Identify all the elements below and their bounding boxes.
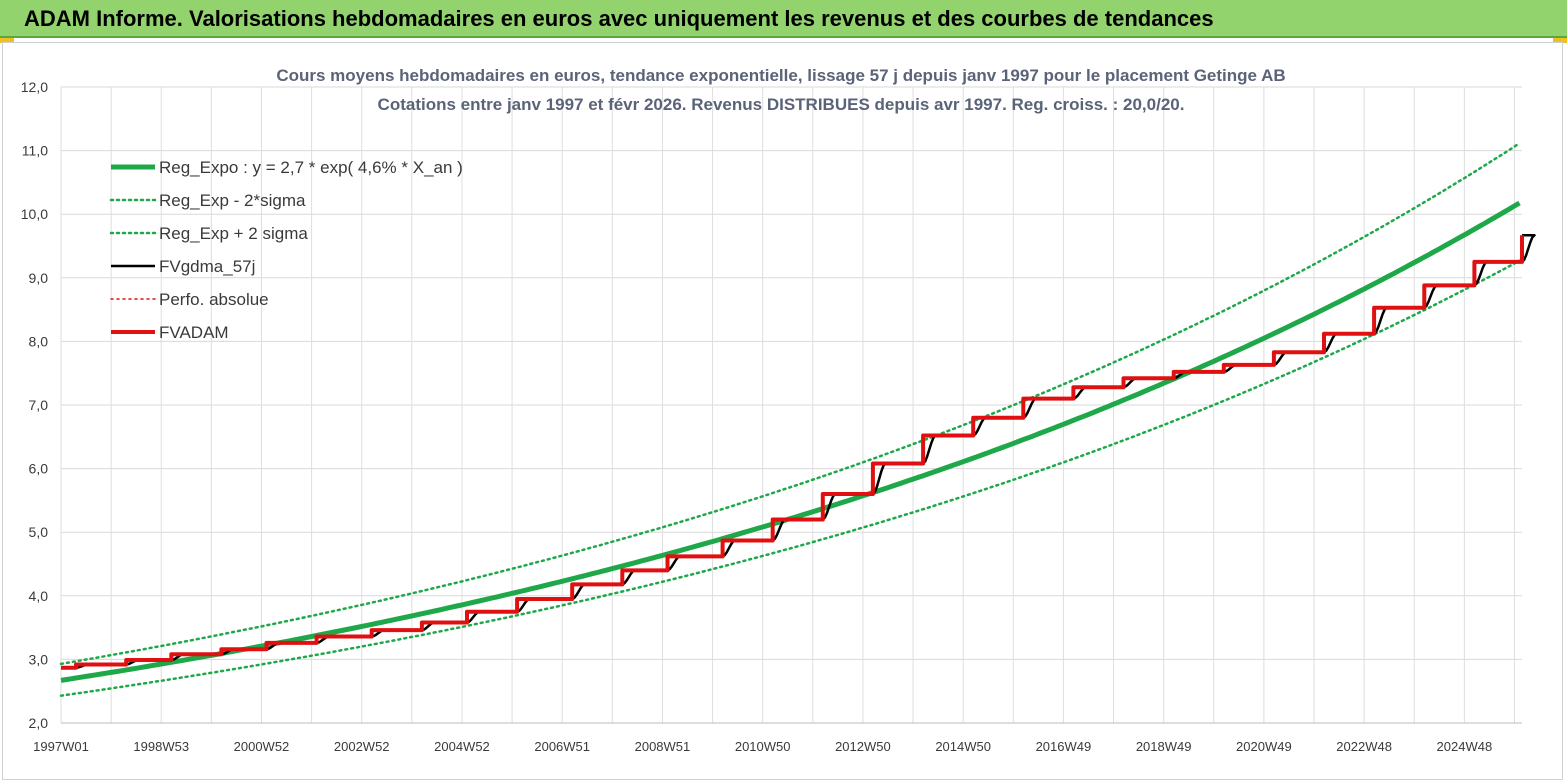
y-tick-label: 4,0: [29, 588, 49, 604]
x-tick-label: 2004W52: [434, 739, 490, 754]
x-tick-label: 2002W52: [334, 739, 390, 754]
y-tick-labels: 2,0 3,0 4,0 5,0 6,0 7,0 8,0 9,0 10,0 11,0 12,0: [21, 79, 48, 731]
line-chart: 2,0 3,0 4,0 5,0 6,0 7,0 8,0 9,0 10,0 11,0 12,0 199…: [21, 66, 1536, 754]
x-tick-label: 2022W48: [1336, 739, 1392, 754]
x-tick-label: 2020W49: [1236, 739, 1292, 754]
chart-title-line1: Cours moyens hebdomadaires en euros, ten…: [276, 66, 1285, 85]
y-tick-label: 6,0: [29, 461, 49, 477]
page-title: ADAM Informe. Valorisations hebdomadaire…: [24, 6, 1214, 31]
series-fvgdma: [61, 233, 1536, 669]
legend-reg-exp-minus-label: Reg_Exp - 2*sigma: [159, 191, 306, 210]
chart-title-line2: Cotations entre janv 1997 et févr 2026. …: [378, 95, 1185, 114]
x-tick-label: 2014W50: [935, 739, 991, 754]
legend-fvadam-label: FVADAM: [159, 323, 229, 342]
y-tick-label: 11,0: [22, 143, 48, 159]
x-tick-label: 1998W53: [133, 739, 189, 754]
y-tick-label: 7,0: [29, 397, 49, 413]
corner-marker-right: [1553, 38, 1567, 43]
legend-reg-expo-label: Reg_Expo : y = 2,7 * exp( 4,6% * X_an ): [159, 158, 463, 177]
corner-marker-left: [0, 38, 14, 43]
y-tick-label: 8,0: [29, 333, 49, 349]
series-fvadam: [61, 235, 1524, 670]
header-bar: ADAM Informe. Valorisations hebdomadaire…: [0, 0, 1567, 38]
series-layer: [59, 142, 1536, 697]
y-tick-label: 9,0: [29, 270, 49, 286]
legend-perfo-absolue-label: Perfo. absolue: [159, 290, 269, 309]
legend-fvgdma-label: FVgdma_57j: [159, 257, 255, 276]
y-tick-label: 12,0: [21, 79, 48, 95]
x-tick-label: 2012W50: [835, 739, 891, 754]
x-tick-label: 2000W52: [234, 739, 290, 754]
y-tick-label: 3,0: [29, 651, 49, 667]
x-tick-label: 2010W50: [735, 739, 791, 754]
series-reg-exp-plus: [59, 142, 1521, 666]
legend: Reg_Expo : y = 2,7 * exp( 4,6% * X_an ) R…: [109, 158, 463, 342]
x-tick-label: 2016W49: [1036, 739, 1092, 754]
x-tick-labels: 1997W01 1998W53 2000W52 2002W52 2004W52 2006W…: [33, 739, 1492, 754]
y-tick-label: 2,0: [29, 715, 49, 731]
series-reg-expo: [60, 200, 1521, 683]
chart-area: 2,0 3,0 4,0 5,0 6,0 7,0 8,0 9,0 10,0 11,0 12,0 199…: [2, 42, 1563, 780]
legend-reg-exp-plus-label: Reg_Exp + 2 sigma: [159, 224, 308, 243]
x-tick-label: 2008W51: [635, 739, 691, 754]
y-tick-label: 5,0: [29, 524, 49, 540]
x-tick-label: 1997W01: [33, 739, 89, 754]
series-reg-exp-minus: [59, 259, 1521, 697]
x-tick-label: 2006W51: [534, 739, 590, 754]
x-tick-label: 2024W48: [1437, 739, 1493, 754]
grid-layer: [60, 86, 1522, 724]
y-tick-label: 10,0: [21, 206, 48, 222]
x-tick-label: 2018W49: [1136, 739, 1192, 754]
